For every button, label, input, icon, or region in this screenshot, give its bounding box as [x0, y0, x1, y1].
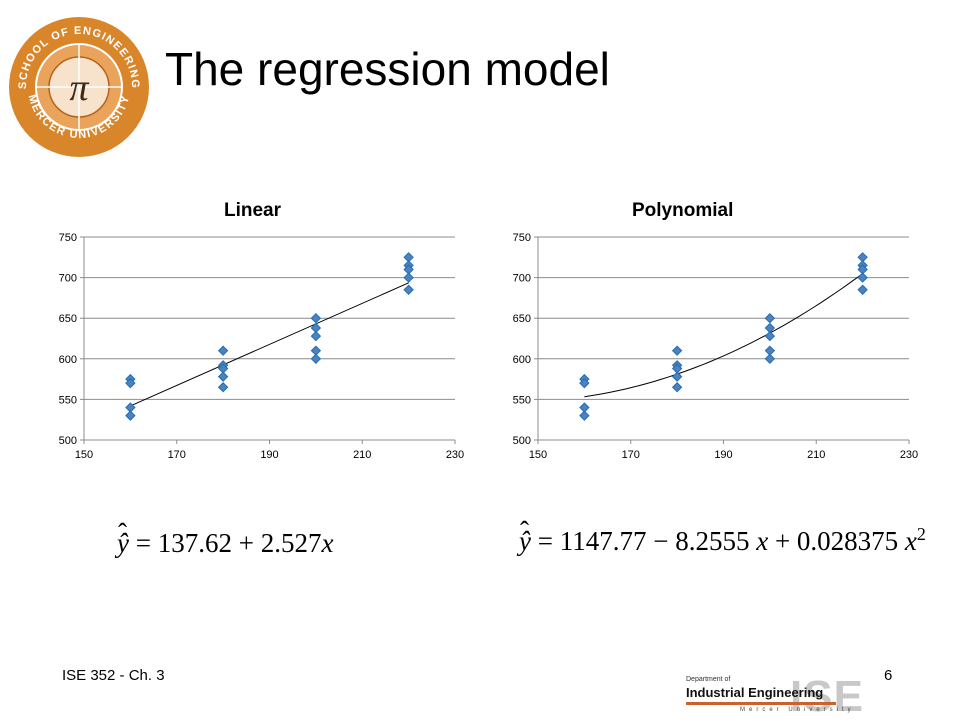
y-tick-label: 600	[513, 354, 531, 366]
eq-linear-yhat: ŷ	[117, 528, 129, 558]
dept-logo-sub-text: Mercer University	[740, 707, 855, 713]
fit-line-linear	[130, 282, 409, 407]
logo-pi-symbol: π	[69, 67, 89, 109]
eq-poly-b1: 8.2555	[675, 526, 750, 556]
linear-equation: ŷ = 137.62 + 2.527x	[117, 528, 333, 559]
data-point	[671, 382, 683, 393]
y-tick-label: 500	[513, 435, 531, 447]
data-point	[217, 371, 229, 382]
x-tick-label: 150	[75, 449, 93, 461]
chart-title-polynomial: Polynomial	[632, 200, 734, 221]
y-tick-label: 500	[59, 435, 77, 447]
data-point	[671, 345, 683, 356]
data-point	[764, 330, 776, 342]
linear-chart: 500 550 600 650 700 750 150 170 190 210 230	[30, 222, 490, 472]
dept-logo-mark: ISE	[790, 672, 864, 721]
eq-poly-exponent: 2	[916, 524, 926, 544]
data-point	[764, 353, 776, 365]
eq-linear-var: x	[321, 528, 334, 558]
eq-poly-b2: 0.028375	[796, 526, 899, 556]
page-number: 6	[884, 667, 893, 684]
data-point	[217, 382, 229, 393]
data-point	[857, 272, 868, 283]
x-tick-label: 150	[529, 449, 547, 461]
data-point	[857, 284, 868, 295]
x-tick-label: 170	[622, 449, 640, 461]
data-point	[310, 330, 322, 342]
data-point	[579, 410, 590, 421]
eq-linear-op1: +	[238, 528, 254, 558]
y-tick-label: 650	[59, 313, 77, 325]
y-tick-label: 650	[513, 313, 531, 325]
data-point	[125, 377, 136, 389]
eq-poly-equals: =	[537, 526, 553, 556]
data-point	[764, 312, 776, 324]
dept-logo-bar	[686, 702, 836, 705]
department-logo: ISE Department of Industrial Engineering…	[680, 672, 870, 721]
data-point	[217, 345, 229, 356]
y-tick-label: 550	[59, 394, 77, 406]
x-tick-label: 170	[168, 449, 186, 461]
slide-title: The regression model	[165, 43, 610, 95]
data-point	[403, 284, 414, 295]
polynomial-equation: ŷ = 1147.77 − 8.2555 x + 0.028375 x2	[519, 524, 926, 557]
polynomial-chart: 500 550 600 650 700 750 150 170 190 210 230	[484, 222, 944, 472]
x-tick-label: 230	[446, 449, 464, 461]
y-tick-label: 750	[59, 232, 77, 244]
chart-title-linear: Linear	[224, 200, 282, 221]
eq-poly-op1: −	[653, 526, 669, 556]
y-tick-label: 600	[59, 354, 77, 366]
dept-logo-small-text: Department of	[686, 676, 731, 683]
eq-linear-b0: 137.62	[157, 528, 232, 558]
eq-linear-equals: =	[135, 528, 151, 558]
data-point	[403, 272, 414, 283]
fit-line-polynomial	[584, 273, 863, 398]
y-tick-label: 700	[59, 273, 77, 285]
data-point	[579, 377, 590, 389]
y-tick-label: 750	[513, 232, 531, 244]
x-tick-label: 210	[353, 449, 371, 461]
data-point	[125, 410, 136, 421]
eq-poly-b0: 1147.77	[559, 526, 647, 556]
school-logo-graphic: SCHOOL OF ENGINEERING MERCER UNIVERSITY …	[9, 17, 149, 157]
eq-poly-op2: +	[774, 526, 791, 556]
x-tick-label: 230	[900, 449, 918, 461]
footer-course-label: ISE 352 - Ch. 3	[62, 667, 165, 684]
eq-poly-yhat: ŷ	[519, 526, 531, 556]
dept-logo-main-text: Industrial Engineering	[686, 685, 824, 700]
x-tick-label: 210	[807, 449, 825, 461]
data-point	[671, 371, 683, 382]
data-point	[310, 312, 322, 324]
y-tick-label: 700	[513, 273, 531, 285]
school-of-engineering-logo: SCHOOL OF ENGINEERING MERCER UNIVERSITY …	[6, 14, 152, 160]
eq-poly-var1: x	[756, 526, 769, 556]
data-point	[310, 353, 322, 365]
polynomial-chart-svg: 500 550 600 650 700 750 150 170 190 210 230	[513, 232, 919, 461]
x-tick-label: 190	[714, 449, 732, 461]
linear-chart-svg: 500 550 600 650 700 750 150 170 190 210 230	[59, 232, 465, 461]
y-tick-label: 550	[513, 394, 531, 406]
eq-linear-b1: 2.527	[260, 528, 322, 558]
eq-poly-var2: x	[904, 526, 917, 556]
x-tick-label: 190	[260, 449, 278, 461]
